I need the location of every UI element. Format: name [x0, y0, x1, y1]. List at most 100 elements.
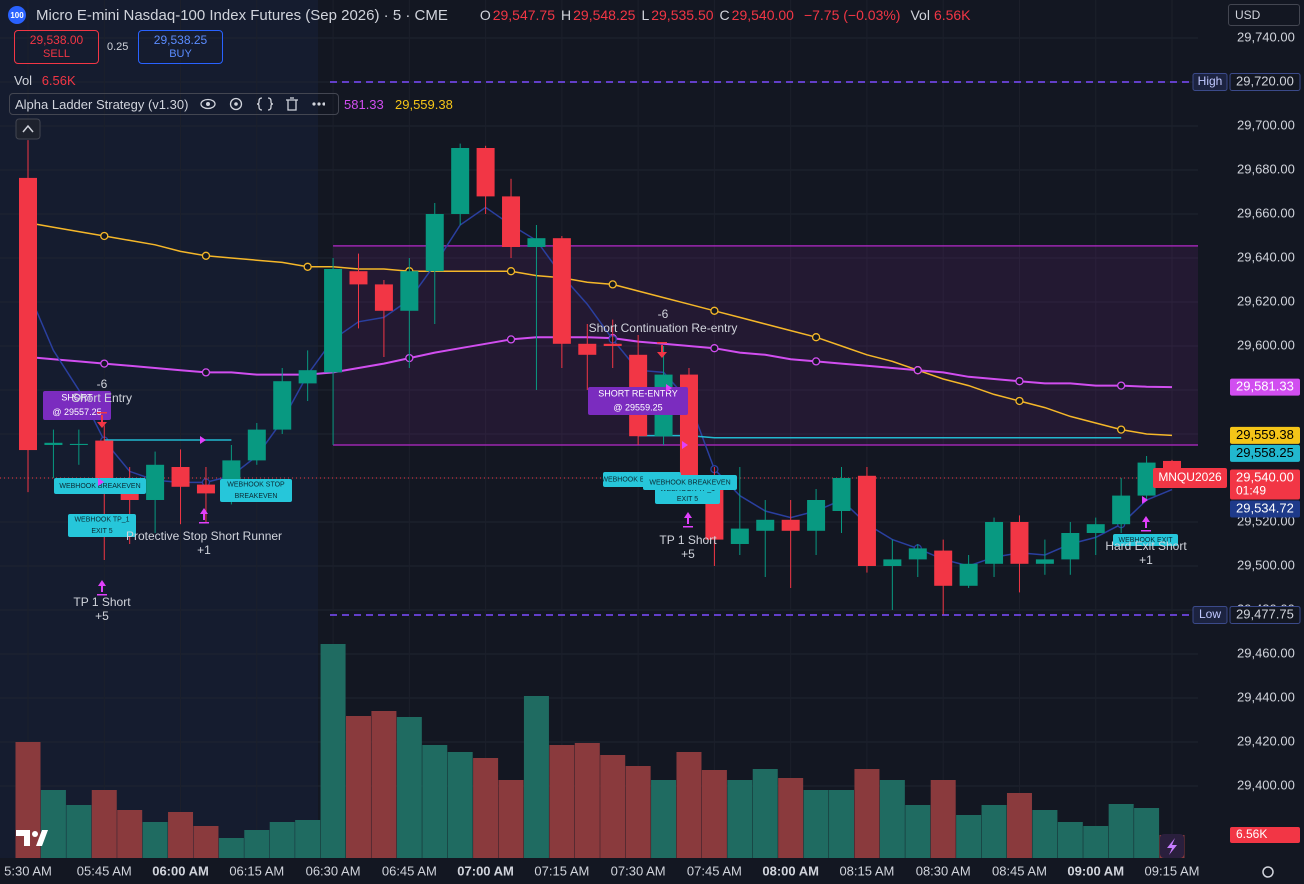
signal-arrows [97, 384, 1151, 596]
strategy-legend[interactable]: Alpha Ladder Strategy (v1.30) [9, 93, 339, 115]
indicator-dot [100, 359, 109, 368]
strategy-value: 29,559.38 [395, 97, 453, 112]
y-tick-label: 29,600.00 [1237, 337, 1295, 352]
price-label: 29,559.38 [1236, 427, 1294, 442]
price-label-bg [1230, 378, 1300, 396]
volume-bar [1006, 793, 1032, 858]
entry-arrows [97, 342, 667, 428]
symbol-header: 100 Micro E-mini Nasdaq-100 Index Future… [8, 4, 971, 26]
annotation-label: WEBHOOK TP_1 [74, 517, 129, 524]
y-tick-label: 29,700.00 [1237, 117, 1295, 132]
volume-bar [66, 805, 92, 858]
indicator-dot [506, 335, 516, 344]
vol-value: 6.56K [933, 7, 971, 23]
indicator-line [104, 434, 1122, 441]
candle-body [19, 177, 37, 451]
volume-key: Vol [14, 73, 33, 88]
volume-bar [473, 758, 499, 858]
candle-body [196, 484, 215, 494]
x-tick-label: 07:00 AM [457, 863, 514, 878]
annotation-text: +5 [681, 547, 695, 561]
volume-bar [447, 752, 473, 858]
annotation-label: SHORT RE-ENTRY [598, 388, 678, 398]
candle-body [502, 196, 521, 247]
x-tick-label: 05:45 AM [77, 863, 132, 878]
volume-bar [574, 743, 600, 858]
price-label-bg [1229, 72, 1301, 91]
annotation-text: TP 1 Short [659, 533, 717, 547]
strategy-name: Alpha Ladder Strategy (v1.30) [15, 96, 189, 112]
candle-body [69, 443, 88, 445]
candle-body [1137, 462, 1156, 496]
indicator-dot [201, 368, 211, 377]
x-tick-label: 07:30 AM [611, 863, 666, 878]
volume-bar [956, 815, 982, 858]
annotation-text: -6 [658, 307, 669, 321]
candle-body [756, 519, 775, 531]
candle-body [349, 271, 368, 285]
indicator-dot [1117, 381, 1126, 390]
indicator-dot [303, 262, 312, 271]
volume-bar [142, 822, 168, 858]
price-tag [1153, 467, 1227, 488]
annotation-text: Protective Stop Short Runner [126, 529, 282, 543]
candle-body [298, 370, 317, 384]
annotation-box [54, 478, 146, 494]
settings-icon[interactable] [1262, 866, 1274, 878]
collapse-button[interactable] [15, 118, 41, 140]
sell-price: 29,538.00 [29, 33, 84, 47]
volume-label: 6.56K [1236, 827, 1267, 841]
candle-body [425, 213, 444, 272]
volume-bar [600, 755, 626, 858]
volume-bar [523, 696, 549, 858]
volume-bar [651, 780, 677, 858]
volume-bar [905, 805, 931, 858]
candle-body [1112, 495, 1131, 525]
candle-body [451, 147, 470, 214]
exit-arrow [1141, 516, 1151, 532]
volume-bar [854, 769, 880, 858]
price-label: 29,581.33 [1236, 379, 1294, 394]
x-tick-label: 06:30 AM [306, 863, 361, 878]
entry-arrow [657, 342, 667, 358]
annotation-label: WEBHOOK BREAKEVEN [59, 483, 140, 490]
indicator-dot [201, 251, 211, 260]
x-tick-label: 07:45 AM [687, 863, 742, 878]
volume-label-bg [1230, 826, 1300, 843]
indicator-dot [710, 344, 719, 353]
ohlc-value: 29,535.50 [651, 7, 714, 23]
price-label: 29,720.00 [1236, 73, 1294, 88]
annotation-text: Hard Exit Short [1105, 539, 1187, 553]
candle-body [730, 528, 749, 544]
volume-bar [40, 790, 66, 858]
volume-bar [829, 790, 855, 858]
y-tick-label: 29,440.00 [1237, 689, 1295, 704]
candle-body [1086, 524, 1105, 533]
indicator-dot [811, 333, 821, 342]
price-label: 29,477.75 [1236, 606, 1294, 621]
exit-arrow [199, 508, 209, 524]
exit-arrow [97, 580, 107, 596]
y-tick-label: 29,660.00 [1237, 205, 1295, 220]
volume-bar [320, 644, 346, 858]
annotation-label: @ 29557.25 [52, 407, 101, 417]
annotation-text: +1 [1139, 553, 1153, 567]
volume-bar [625, 766, 651, 858]
currency-select[interactable]: USD [1228, 4, 1300, 26]
ohlc-value: 29,547.75 [492, 7, 556, 23]
sell-button[interactable]: 29,538.00 SELL [14, 30, 99, 64]
price-label-bg [1230, 469, 1300, 500]
buy-button[interactable]: 29,538.25 BUY [138, 30, 223, 64]
symbol-badge: 100 [8, 6, 26, 24]
strategy-icons[interactable] [200, 96, 326, 112]
ohlc-value: 29,540.00 [731, 7, 794, 23]
annotation-box [588, 387, 688, 415]
volume-bar [778, 778, 804, 858]
indicator-line [27, 336, 1173, 389]
volume-value: 6.56K [41, 73, 76, 88]
ohlc-key: L [641, 7, 650, 23]
candle-body [908, 548, 927, 560]
volume-bar [218, 838, 244, 858]
volume-bar [244, 830, 270, 858]
